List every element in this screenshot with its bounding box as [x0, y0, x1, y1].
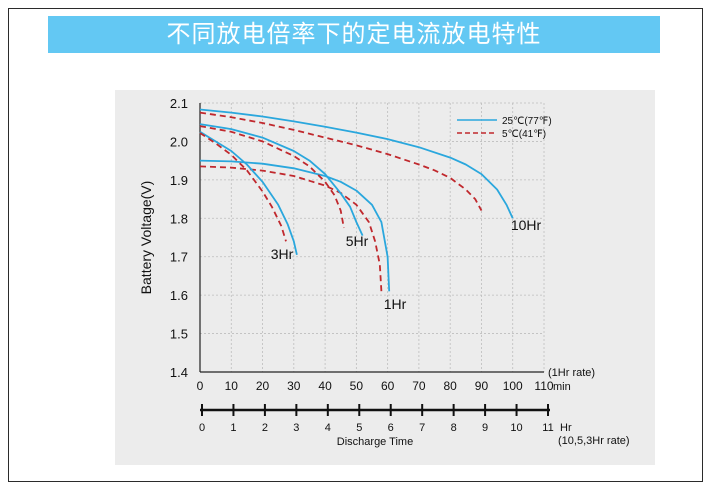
- x-tick-label-min: 0: [197, 379, 204, 393]
- grid: [199, 102, 545, 373]
- curve-label: 10Hr: [511, 217, 542, 233]
- legend: 25℃(77℉) 5℃(41℉): [457, 116, 552, 140]
- y-tick-label: 1.6: [170, 288, 188, 303]
- curve-label: 5Hr: [346, 233, 369, 249]
- x-tick-label-min: 60: [381, 379, 395, 393]
- curve-label: 3Hr: [271, 246, 294, 262]
- series-line-3hr-warm: [199, 131, 298, 256]
- curve-labels: 3Hr 5Hr 1Hr 10Hr: [271, 217, 542, 312]
- series-line-10hr-cold: [199, 111, 483, 212]
- y-tick-label: 1.4: [170, 365, 188, 380]
- x-tick-label-hr: 1: [230, 422, 236, 434]
- x-tick-label-hr: 6: [388, 422, 394, 434]
- x-tick-label-min: 100: [503, 379, 523, 393]
- series-lines: [199, 108, 514, 292]
- x-tick-label-hr: 10: [510, 422, 522, 434]
- y-tick-label: 1.9: [170, 173, 188, 188]
- x-tick-label-min: 90: [475, 379, 489, 393]
- x-tick-label-hr: 0: [199, 422, 205, 434]
- legend-label: 25℃(77℉): [502, 116, 552, 127]
- x-tick-label-min: 110: [534, 379, 553, 393]
- series-line-3hr-cold: [199, 132, 287, 242]
- page-title: 不同放电倍率下的定电流放电特性: [48, 16, 660, 53]
- x-rate-note-min: (1Hr rate): [548, 367, 595, 379]
- x-tick-label-min: 20: [256, 379, 270, 393]
- x-unit-min: min: [553, 381, 571, 393]
- series-line-5hr-cold: [199, 125, 345, 229]
- series-line-1hr-cold: [199, 165, 383, 292]
- y-axis-title: Battery Voltage(V): [138, 181, 154, 295]
- x-tick-label-hr: 9: [482, 422, 488, 434]
- x-tick-label-min: 70: [412, 379, 426, 393]
- discharge-chart: 1.41.51.61.71.81.92.02.10 10 20 30 40 50 60 70 8…: [138, 96, 630, 448]
- x-tick-label-min: 80: [444, 379, 458, 393]
- y-tick-label: 2.1: [170, 96, 188, 111]
- series-line-5hr-warm: [199, 123, 364, 236]
- hour-axis: 0 1 2 3 4 5 6 7 8 9 10 11 Hr(10,5,3Hr rate) Discharge…: [199, 404, 630, 448]
- x-tick-label-hr: 7: [419, 422, 425, 434]
- y-tick-label: 1.7: [170, 250, 188, 265]
- x-axis-title: Discharge Time: [337, 436, 413, 448]
- x-tick-label-hr: 8: [451, 422, 457, 434]
- x-tick-label-hr: 4: [325, 422, 331, 434]
- x-tick-label-min: 10: [225, 379, 239, 393]
- chart-panel: 1.4 1.5 1.6 1.7 1.8 1.9 2.0 2.1 0 10 20 30 40 50 60 70 8…: [115, 90, 655, 465]
- curve-label: 1Hr: [384, 296, 407, 312]
- x-tick-label-min: 30: [287, 379, 301, 393]
- y-tick-label: 2.0: [170, 134, 188, 149]
- axes: 1.4 1.5 1.6 1.7 1.8 1.9 2.0 2.1 0 10 20 30 40 50 60 70 8…: [138, 96, 595, 393]
- y-tick-label: 1.8: [170, 211, 188, 226]
- x-tick-label-hr: 3: [293, 422, 299, 434]
- x-tick-label-min: 40: [318, 379, 332, 393]
- x-rate-note-hr: (10,5,3Hr rate): [558, 435, 630, 447]
- x-unit-hr: Hr: [560, 422, 572, 434]
- series-line-10hr-warm: [199, 108, 514, 219]
- y-tick-label: 1.5: [170, 327, 188, 342]
- x-tick-label-hr: 5: [356, 422, 362, 434]
- x-tick-label-hr: 11: [542, 422, 553, 434]
- x-tick-label-hr: 2: [262, 422, 268, 434]
- series-line-1hr-warm: [199, 159, 391, 292]
- legend-label: 5℃(41℉): [502, 129, 546, 140]
- x-tick-label-min: 50: [350, 379, 364, 393]
